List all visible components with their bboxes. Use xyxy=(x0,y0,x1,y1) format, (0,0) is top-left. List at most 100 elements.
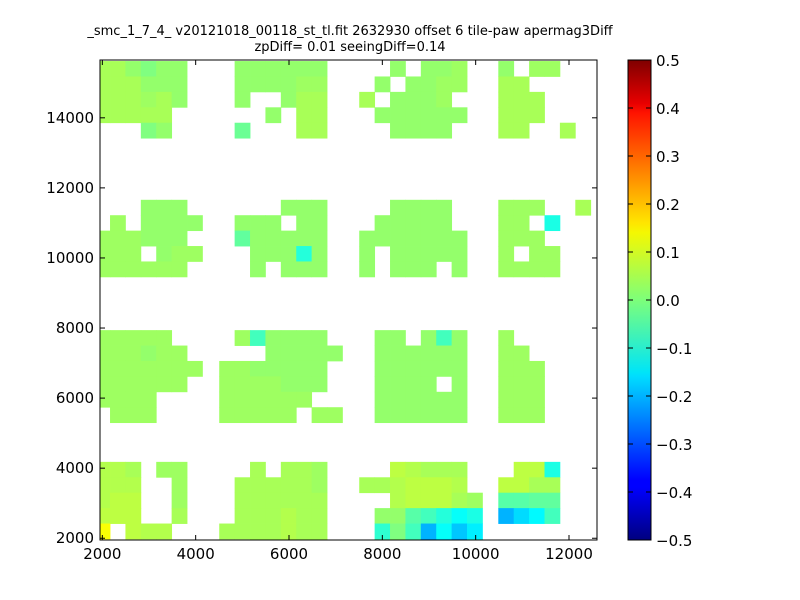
heatmap-cell xyxy=(234,215,251,232)
heatmap-cell xyxy=(250,215,266,232)
heatmap-cell xyxy=(156,461,173,478)
heatmap-cell xyxy=(265,407,282,424)
x-tick-label: 6000 xyxy=(270,545,308,563)
heatmap-cell xyxy=(390,477,406,494)
heatmap-cell xyxy=(125,61,142,77)
heatmap-cell xyxy=(110,492,126,509)
heatmap-cell xyxy=(250,246,266,262)
heatmap-cell xyxy=(498,360,515,377)
heatmap-cell xyxy=(100,391,111,408)
heatmap-cell xyxy=(296,215,313,232)
heatmap-cell xyxy=(100,360,111,377)
heatmap-cell xyxy=(420,523,437,540)
heatmap-cell xyxy=(436,330,453,346)
heatmap-cell xyxy=(296,376,313,393)
heatmap-cell xyxy=(280,407,297,424)
heatmap-cell xyxy=(265,508,282,524)
heatmap-cell xyxy=(280,330,297,346)
heatmap-cell xyxy=(110,330,126,346)
heatmap-cell xyxy=(250,330,266,346)
heatmap-cell xyxy=(125,261,142,278)
heatmap-cell xyxy=(405,391,422,408)
heatmap-cell xyxy=(110,230,126,247)
heatmap-cell xyxy=(110,246,126,262)
colorbar-tick-label: −0.2 xyxy=(656,388,692,406)
heatmap-cell xyxy=(171,61,188,77)
heatmap-cell xyxy=(529,91,545,108)
y-axis: 2000 4000 6000 8000 10000 12000 14000 xyxy=(46,109,597,547)
heatmap-cell xyxy=(390,508,406,524)
heatmap-cell xyxy=(296,107,313,124)
heatmap-cell xyxy=(219,391,236,408)
heatmap-cell xyxy=(451,107,468,124)
heatmap-cell xyxy=(280,523,297,540)
heatmap-cell xyxy=(513,492,530,509)
heatmap-cell xyxy=(498,345,515,362)
heatmap-cell xyxy=(234,61,251,77)
heatmap-cell xyxy=(296,199,313,216)
heatmap-cell xyxy=(156,523,173,540)
heatmap-cell xyxy=(359,477,376,494)
heatmap-cell xyxy=(359,91,376,108)
heatmap-cell xyxy=(451,492,468,509)
heatmap-cell xyxy=(250,261,266,278)
heatmap-cell xyxy=(420,61,437,77)
heatmap-cell xyxy=(374,508,391,524)
heatmap-cell xyxy=(296,391,313,408)
heatmap-cell xyxy=(420,199,437,216)
plot-frame xyxy=(99,59,598,541)
x-tick-label: 12000 xyxy=(545,545,593,563)
heatmap-cell xyxy=(265,360,282,377)
heatmap-cell xyxy=(250,391,266,408)
heatmap-cell xyxy=(125,477,142,494)
heatmap-cell xyxy=(374,523,391,540)
heatmap-cell xyxy=(451,360,468,377)
heatmap-cell xyxy=(140,107,157,124)
heatmap-cell xyxy=(156,91,173,108)
heatmap-cell xyxy=(100,492,111,509)
heatmap-cell xyxy=(311,61,328,77)
heatmap-cell xyxy=(544,492,561,509)
heatmap-cell xyxy=(498,261,515,278)
heatmap-cell xyxy=(405,345,422,362)
heatmap-cell xyxy=(498,76,515,93)
colorbar-tick-label: −0.1 xyxy=(656,340,692,358)
heatmap-cell xyxy=(265,230,282,247)
heatmap-cell xyxy=(250,523,266,540)
heatmap-cell xyxy=(451,330,468,346)
heatmap-cell xyxy=(265,246,282,262)
heatmap-cell xyxy=(234,376,251,393)
colorbar-tick-label: −0.4 xyxy=(656,484,692,502)
heatmap-cell xyxy=(529,360,545,377)
heatmap-cell xyxy=(420,376,437,393)
heatmap-cell xyxy=(390,230,406,247)
heatmap-cell xyxy=(390,330,406,346)
heatmap-cell xyxy=(390,199,406,216)
heatmap-cell xyxy=(390,538,406,540)
heatmap-cell xyxy=(140,261,157,278)
heatmap-cell xyxy=(405,492,422,509)
heatmap-cell xyxy=(529,246,545,262)
heatmap-cell xyxy=(420,122,437,139)
heatmap-cell xyxy=(140,360,157,377)
heatmap-cell xyxy=(498,91,515,108)
heatmap-cell xyxy=(311,538,328,540)
heatmap-cell xyxy=(544,461,561,478)
heatmap-cell xyxy=(265,61,282,77)
heatmap-cell xyxy=(544,261,561,278)
heatmap-cell xyxy=(436,91,453,108)
heatmap-cell xyxy=(451,76,468,93)
heatmap-cell xyxy=(187,360,203,377)
heatmap-cell xyxy=(513,261,530,278)
x-tick-label: 2000 xyxy=(83,545,121,563)
heatmap-cell xyxy=(451,538,468,540)
heatmap-cell xyxy=(390,407,406,424)
heatmap-cell xyxy=(265,107,282,124)
heatmap-cell xyxy=(140,523,157,540)
heatmap-cell xyxy=(374,345,391,362)
heatmap-cell xyxy=(405,477,422,494)
heatmap-cell xyxy=(265,538,282,540)
y-tick-label: 8000 xyxy=(56,319,94,337)
heatmap-cell xyxy=(420,261,437,278)
y-tick-label: 4000 xyxy=(56,459,94,477)
